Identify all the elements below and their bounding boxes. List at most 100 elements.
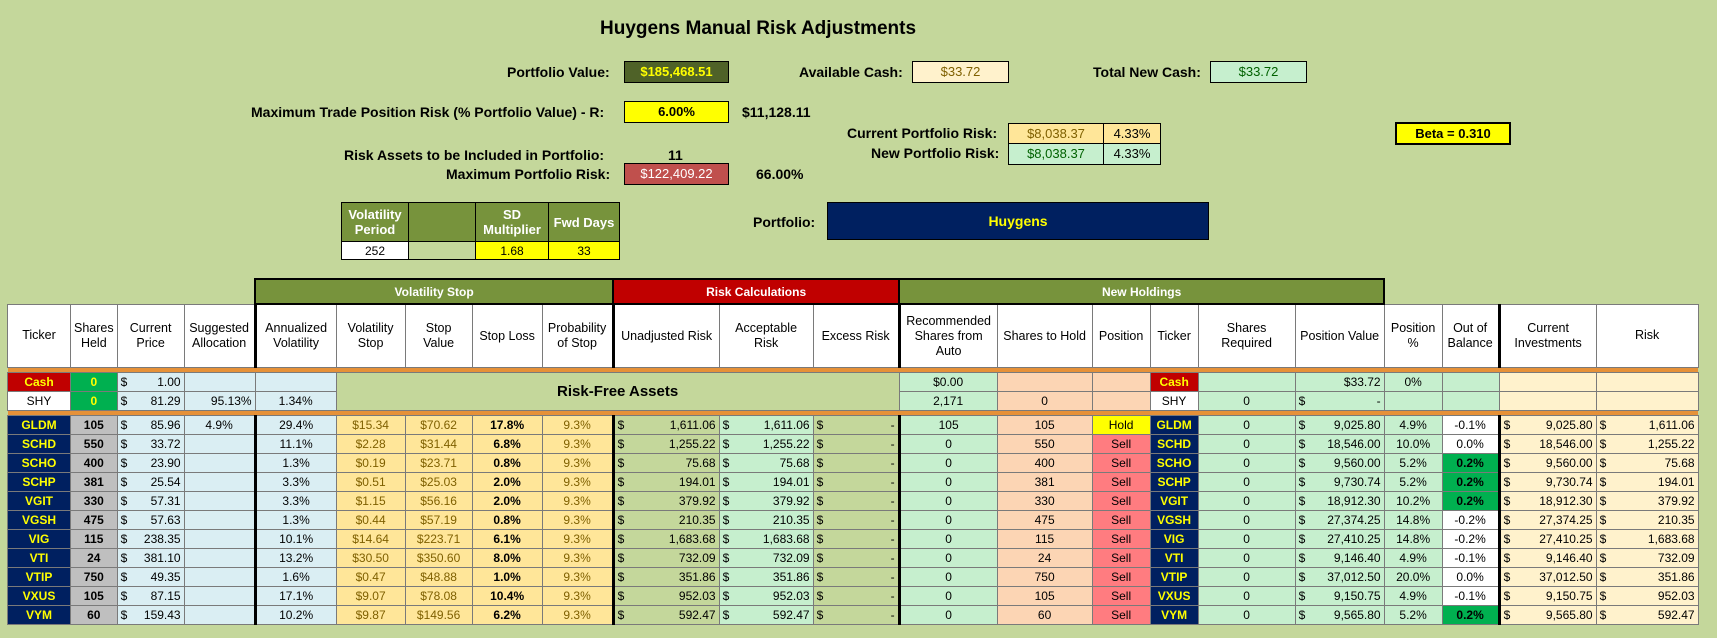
shy-ticker-2: SHY (1149, 391, 1199, 411)
recommended-shares: 0 (897, 605, 998, 625)
portfolio-name-cell[interactable]: Huygens (827, 202, 1209, 240)
currency-symbol: $ (1599, 532, 1607, 546)
currency-symbol: $ (617, 437, 625, 451)
currency-symbol: $ (617, 551, 625, 565)
shy-shares[interactable]: 0 (70, 391, 118, 411)
shares-to-hold[interactable]: 105 (996, 586, 1093, 606)
current-price: 23.90 (150, 456, 181, 470)
annualized-volatility: 3.3% (253, 491, 337, 511)
shares-required: 0 (1197, 415, 1296, 435)
shares-held[interactable]: 60 (70, 605, 118, 625)
sd-multiplier-cell[interactable]: 1.68 (475, 241, 549, 260)
shares-to-hold[interactable]: 475 (996, 510, 1093, 530)
position-status: Sell (1091, 605, 1151, 625)
risk: 1,255.22 (1647, 437, 1695, 451)
stop-value: $78.08 (404, 586, 473, 606)
current-risk-pct-cell[interactable]: 4.33% (1103, 123, 1161, 145)
portfolio-value-cell[interactable]: $185,468.51 (624, 61, 729, 83)
currency-symbol: $ (1599, 589, 1607, 603)
stop-value: $48.88 (404, 567, 473, 587)
shares-to-hold[interactable]: 105 (996, 415, 1093, 435)
probability-of-stop: 9.3% (541, 567, 614, 587)
shares-held[interactable]: 115 (70, 529, 118, 549)
stop-loss: 2.0% (471, 472, 543, 492)
shares-held[interactable]: 475 (70, 510, 118, 530)
ticker-2: SCHO (1149, 453, 1199, 473)
available-cash-label: Available Cash: (799, 64, 903, 80)
risk-free-assets-label: Risk-Free Assets (335, 372, 900, 411)
shy-shares-to-hold[interactable]: 0 (996, 391, 1093, 411)
shares-to-hold[interactable]: 550 (996, 434, 1093, 454)
position-pct: 14.8% (1383, 529, 1443, 549)
shares-held[interactable]: 381 (70, 472, 118, 492)
currency-symbol: $ (1298, 418, 1306, 432)
currency-symbol: $ (617, 494, 625, 508)
shares-to-hold[interactable]: 750 (996, 567, 1093, 587)
total-new-cash-cell[interactable]: $33.72 (1210, 61, 1307, 83)
group-risk-calculations: Risk Calculations (612, 278, 901, 305)
currency-symbol: $ (617, 475, 625, 489)
current-risk-cell[interactable]: $8,038.37 (1008, 123, 1104, 145)
beta-cell[interactable]: Beta = 0.310 (1395, 122, 1511, 145)
shares-held[interactable]: 105 (70, 586, 118, 606)
stop-loss: 6.1% (471, 529, 543, 549)
fwd-days-header: Fwd Days (548, 202, 620, 242)
acceptable-risk: 592.47 (772, 608, 810, 622)
available-cash-cell[interactable]: $33.72 (912, 61, 1009, 83)
shares-to-hold[interactable]: 60 (996, 605, 1093, 625)
position-pct: 5.2% (1383, 605, 1443, 625)
fwd-days-cell[interactable]: 33 (548, 241, 620, 260)
currency-symbol: $ (1503, 589, 1511, 603)
annualized-volatility: 1.6% (253, 567, 337, 587)
position-status: Sell (1091, 491, 1151, 511)
currency-symbol: $ (1503, 513, 1511, 527)
shares-to-hold[interactable]: 400 (996, 453, 1093, 473)
currency-symbol: $ (1298, 551, 1306, 565)
shares-held[interactable]: 105 (70, 415, 118, 435)
currency-symbol: $ (120, 456, 128, 470)
vol-period-header: Volatility Period (341, 202, 409, 242)
out-of-balance: 0.0% (1441, 567, 1500, 587)
new-risk-pct-cell[interactable]: 4.33% (1103, 143, 1161, 165)
ticker: VTI (7, 548, 71, 568)
cash-ticker-2: Cash (1149, 372, 1199, 392)
acceptable-risk: 194.01 (772, 475, 810, 489)
currency-symbol: $ (120, 532, 128, 546)
currency-symbol: $ (722, 589, 730, 603)
shares-held[interactable]: 24 (70, 548, 118, 568)
current-investments: 9,730.74 (1545, 475, 1593, 489)
currency-symbol: $ (1298, 475, 1306, 489)
currency-symbol: $ (816, 475, 824, 489)
stop-value: $23.71 (404, 453, 473, 473)
shares-held[interactable]: 400 (70, 453, 118, 473)
cash-shares[interactable]: 0 (70, 372, 118, 392)
current-investments: 18,912.30 (1539, 494, 1593, 508)
shares-to-hold[interactable]: 115 (996, 529, 1093, 549)
shares-required: 0 (1197, 472, 1296, 492)
max-trade-pct-cell[interactable]: 6.00% (624, 101, 729, 123)
shares-to-hold[interactable]: 24 (996, 548, 1093, 568)
shares-held[interactable]: 550 (70, 434, 118, 454)
shares-to-hold[interactable]: 330 (996, 491, 1093, 511)
out-of-balance: 0.2% (1441, 491, 1500, 511)
current-investments: 37,012.50 (1539, 570, 1593, 584)
current-investments: 9,025.80 (1545, 418, 1593, 432)
recommended-shares: 0 (897, 548, 998, 568)
currency-symbol: $ (1599, 475, 1607, 489)
new-risk-cell[interactable]: $8,038.37 (1008, 143, 1104, 165)
shares-held[interactable]: 750 (70, 567, 118, 587)
currency-symbol: $ (816, 608, 824, 622)
position-pct: 20.0% (1383, 567, 1443, 587)
recommended-shares: 0 (897, 510, 998, 530)
currency-symbol: $ (120, 513, 128, 527)
out-of-balance: -0.1% (1441, 415, 1500, 435)
currency-symbol: $ (722, 551, 730, 565)
suggested-allocation (183, 548, 256, 568)
suggested-allocation (183, 510, 256, 530)
header-stop-value: Stop Value (404, 303, 473, 368)
shares-to-hold[interactable]: 381 (996, 472, 1093, 492)
vol-period-cell[interactable]: 252 (341, 241, 409, 260)
shares-held[interactable]: 330 (70, 491, 118, 511)
max-port-risk-cell[interactable]: $122,409.22 (624, 163, 729, 185)
current-investments: 9,150.75 (1545, 589, 1593, 603)
